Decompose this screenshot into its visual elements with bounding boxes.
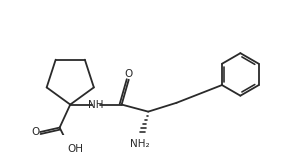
Text: NH: NH <box>88 100 104 110</box>
Text: O: O <box>124 69 133 79</box>
Text: NH₂: NH₂ <box>130 138 149 149</box>
Text: OH: OH <box>68 144 84 152</box>
Text: O: O <box>32 127 40 137</box>
